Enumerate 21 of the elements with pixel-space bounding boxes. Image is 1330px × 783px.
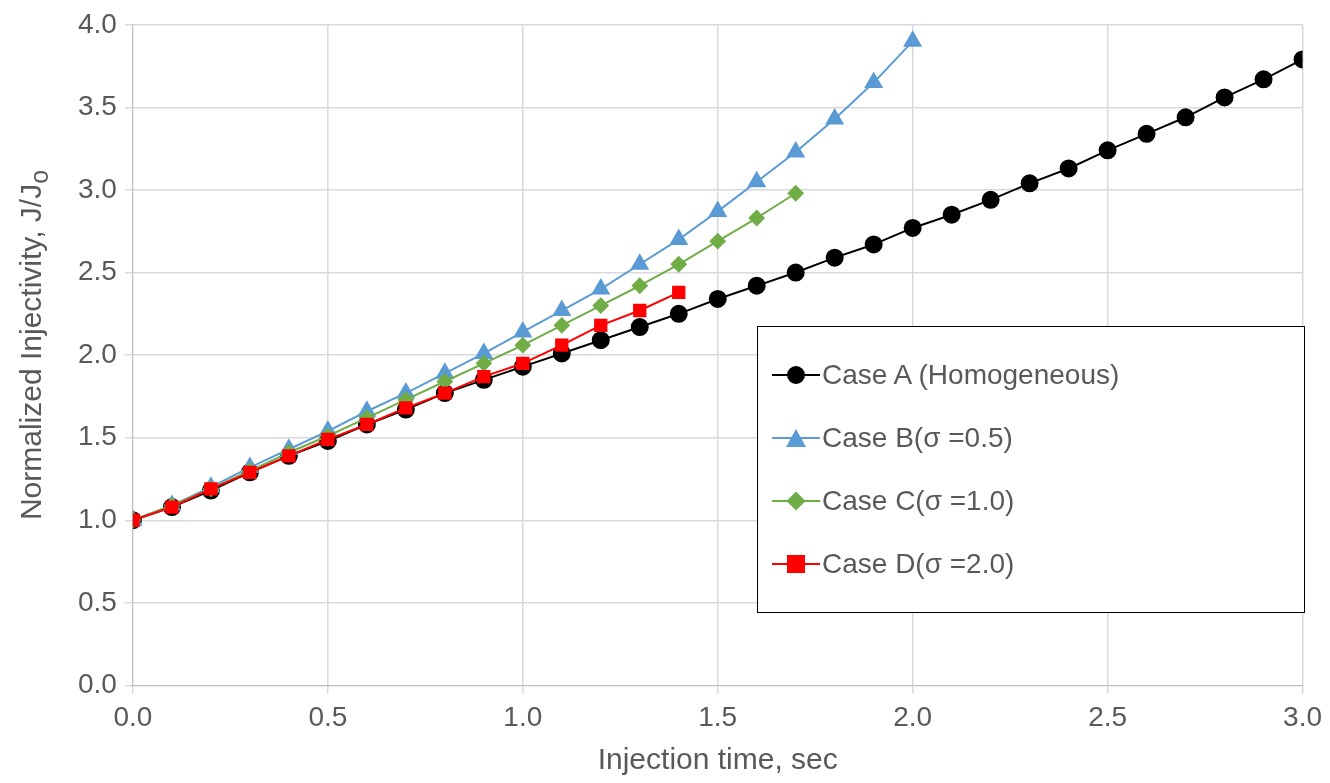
y-tick-label: 0.0 (77, 668, 117, 700)
legend-label: Case B(σ =0.5) (822, 421, 1013, 454)
y-tick-label: 0.5 (77, 585, 117, 617)
legend-label: Case D(σ =2.0) (822, 548, 1015, 581)
x-axis-title: Injection time, sec (597, 742, 838, 776)
legend-label: Case C(σ =1.0) (822, 485, 1015, 518)
x-tick-label: 2.5 (1088, 700, 1128, 732)
x-tick-label: 2.0 (893, 700, 933, 732)
y-tick-label: 2.0 (77, 337, 117, 369)
x-tick-label: 3.0 (1283, 700, 1323, 732)
y-tick-label: 1.0 (77, 502, 117, 534)
x-tick-label: 1.0 (503, 700, 543, 732)
x-tick-label: 0.5 (308, 700, 348, 732)
x-tick-label: 0.0 (113, 700, 153, 732)
y-tick-label: 4.0 (77, 7, 117, 39)
y-tick-label: 3.0 (77, 172, 117, 204)
x-tick-label: 1.5 (698, 700, 738, 732)
y-tick-label: 3.5 (77, 90, 117, 122)
y-tick-label: 2.5 (77, 255, 117, 287)
y-tick-label: 1.5 (77, 420, 117, 452)
legend-label: Case A (Homogeneous) (822, 358, 1120, 391)
